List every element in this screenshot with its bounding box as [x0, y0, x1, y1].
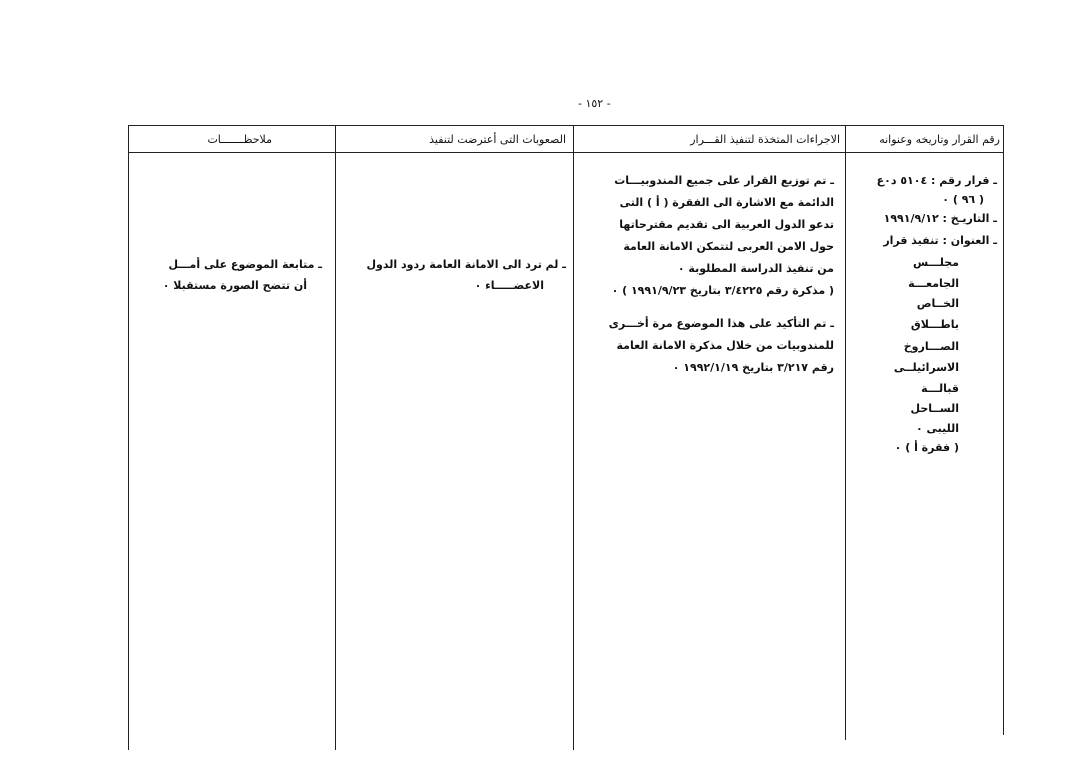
table-right-border: [1003, 125, 1004, 735]
action-line: ( مذكرة رقم ٣/٤٢٢٥ بتاريخ ١٩٩١/٩/٢٣ ) ٠: [611, 284, 834, 297]
action-line: من تنفيذ الدراسة المطلوبة ٠: [677, 262, 834, 275]
action-line: للمندوبيات من خلال مذكرة الامانة العامة: [616, 339, 835, 352]
decision-line: ـ العنوان : تنفيذ قرار: [883, 234, 997, 247]
note-line: ـ متابعة الموضوع على أمـــل: [168, 258, 322, 271]
decision-line: الاسرائيلــى: [893, 361, 959, 374]
decision-line: باطـــلاق: [910, 318, 959, 331]
decision-line: الليبى ٠: [915, 422, 959, 435]
col-divider: [845, 125, 846, 740]
page-number: - ١٥٢ -: [578, 97, 611, 110]
col-divider: [128, 125, 129, 750]
decision-line: ـ قرار رقم : ٥١٠٤ د٠ع: [876, 174, 997, 187]
decision-line: ( ٩٦ ) ٠: [942, 193, 984, 206]
action-line: ـ تم التأكيد على هذا الموضوع مرة أخـــرى: [608, 317, 834, 330]
decision-line: الجامعـــة: [908, 277, 959, 290]
col-divider: [335, 125, 336, 750]
header-bottom-border: [128, 152, 1004, 153]
note-line: أن تتضح الصورة مستقبلا ٠: [162, 279, 307, 292]
header-notes: ملاحظـــــــات: [207, 133, 272, 146]
table-top-border: [128, 125, 1004, 126]
action-line: ـ تم توزيع القرار على جميع المندوبيـــات: [614, 174, 834, 187]
decision-line: قبالـــة: [921, 382, 959, 395]
decision-line: الصـــاروخ: [903, 340, 959, 353]
header-decision: رقم القرار وتاريخه وعنوانه: [879, 133, 1000, 146]
action-line: رقم ٣/٢١٧ بتاريخ ١٩٩٢/١/١٩ ٠: [672, 361, 834, 374]
difficulty-line: الاعضـــــاء ٠: [474, 279, 544, 292]
action-line: تدعو الدول العربية الى تقديم مقترحاتها: [619, 218, 834, 231]
col-divider: [573, 125, 574, 750]
action-line: الدائمة مع الاشارة الى الفقرة ( أ ) التى: [619, 196, 834, 209]
decision-line: الخــاص: [916, 297, 959, 310]
header-difficulties: الصعوبات التى أعترضت لتنفيذ: [429, 133, 566, 146]
action-line: حول الامن العربى لتتمكن الامانة العامة: [623, 240, 834, 253]
decision-line: ـ التاريـخ : ١٩٩١/٩/١٢: [883, 212, 997, 225]
decision-line: ( فقرة أ ) ٠: [894, 441, 959, 454]
decision-line: مجلـــس: [912, 256, 959, 269]
decision-line: الســاحل: [910, 402, 960, 415]
header-actions: الاجراءات المتخذة لتنفيذ القـــرار: [690, 133, 840, 146]
difficulty-line: ـ لم ترد الى الامانة العامة ردود الدول: [366, 258, 567, 271]
